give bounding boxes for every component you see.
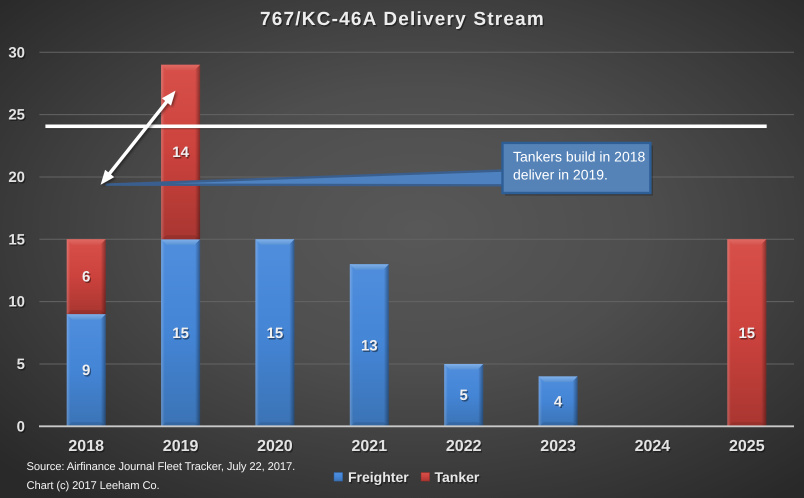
svg-text:2025: 2025	[729, 438, 765, 455]
svg-text:13: 13	[362, 339, 379, 356]
svg-text:30: 30	[8, 44, 25, 61]
svg-text:5: 5	[461, 389, 469, 406]
svg-text:2023: 2023	[540, 438, 576, 455]
svg-text:2022: 2022	[446, 438, 482, 455]
svg-text:deliver in 2019.: deliver in 2019.	[513, 167, 608, 183]
svg-text:13: 13	[361, 337, 378, 354]
svg-text:767/KC-46A Delivery Stream: 767/KC-46A Delivery Stream	[261, 11, 546, 32]
svg-text:2021: 2021	[353, 440, 389, 457]
svg-text:15: 15	[268, 326, 285, 343]
svg-text:Source: Airfinance Journal Fle: Source: Airfinance Journal Fleet Tracker…	[27, 461, 296, 473]
svg-text:2024: 2024	[635, 438, 671, 455]
svg-text:25: 25	[8, 107, 25, 124]
svg-text:Freighter: Freighter	[348, 469, 409, 485]
svg-text:Tankers build in 2018: Tankers build in 2018	[513, 149, 646, 165]
svg-text:4: 4	[555, 395, 564, 412]
svg-text:14: 14	[173, 146, 190, 163]
svg-text:9: 9	[83, 364, 91, 381]
svg-text:15: 15	[173, 326, 190, 343]
svg-text:2018: 2018	[68, 438, 104, 455]
svg-text:5: 5	[460, 387, 468, 404]
svg-text:15: 15	[8, 231, 25, 248]
svg-text:Tanker: Tanker	[435, 469, 480, 485]
svg-text:9: 9	[82, 362, 90, 379]
svg-text:4: 4	[554, 393, 563, 410]
svg-text:15: 15	[738, 325, 755, 342]
svg-text:2022: 2022	[447, 440, 483, 457]
svg-text:15: 15	[10, 233, 27, 250]
svg-text:2018: 2018	[70, 440, 106, 457]
svg-text:5: 5	[18, 358, 26, 375]
svg-text:2025: 2025	[730, 440, 766, 457]
svg-text:Chart (c) 2017 Leeham Co.: Chart (c) 2017 Leeham Co.	[27, 480, 160, 492]
svg-text:0: 0	[18, 420, 26, 437]
svg-text:2021: 2021	[352, 438, 388, 455]
svg-text:2019: 2019	[163, 438, 199, 455]
svg-text:25: 25	[10, 108, 27, 125]
svg-text:10: 10	[10, 295, 27, 312]
svg-text:15: 15	[172, 325, 189, 342]
svg-text:0: 0	[17, 418, 25, 435]
svg-text:Freighter: Freighter	[349, 471, 410, 487]
svg-text:10: 10	[8, 294, 25, 311]
svg-text:14: 14	[172, 144, 189, 161]
svg-text:767/KC-46A Delivery Stream: 767/KC-46A Delivery Stream	[260, 9, 545, 30]
svg-text:15: 15	[740, 326, 757, 343]
svg-text:2024: 2024	[636, 440, 672, 457]
svg-text:2020: 2020	[257, 438, 293, 455]
svg-text:2019: 2019	[164, 440, 200, 457]
svg-text:6: 6	[83, 270, 91, 287]
svg-text:5: 5	[17, 356, 25, 373]
svg-text:20: 20	[10, 171, 27, 188]
svg-text:20: 20	[8, 169, 25, 186]
svg-text:15: 15	[267, 325, 284, 342]
svg-text:2023: 2023	[542, 440, 578, 457]
svg-text:Tanker: Tanker	[436, 471, 481, 487]
svg-text:2020: 2020	[258, 440, 294, 457]
svg-text:30: 30	[10, 46, 27, 63]
svg-text:6: 6	[82, 269, 90, 286]
